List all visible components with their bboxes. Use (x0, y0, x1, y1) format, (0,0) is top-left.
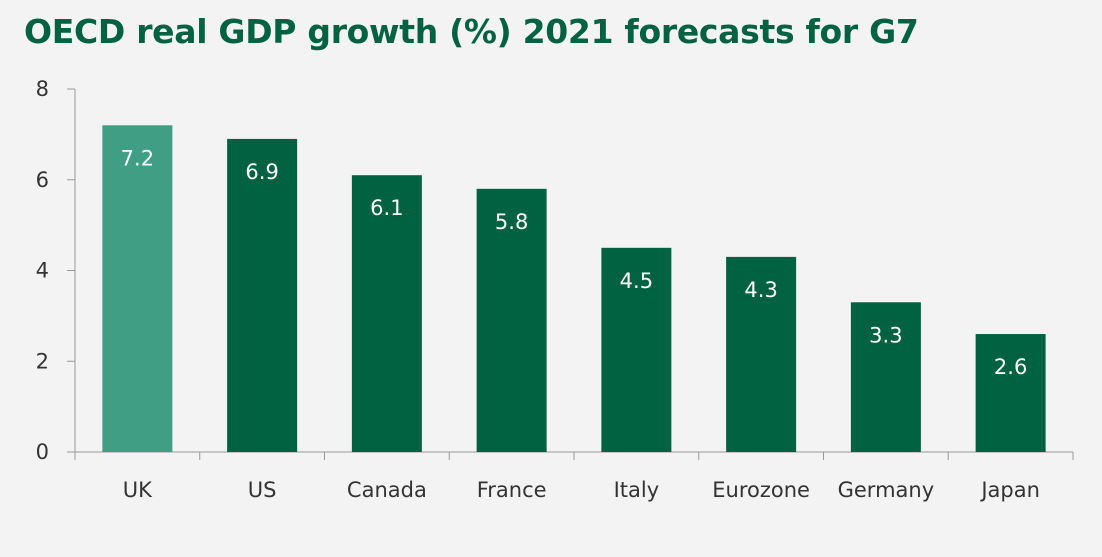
x-tick-label: Eurozone (712, 478, 810, 502)
y-tick-label: 8 (36, 77, 49, 101)
chart-title: OECD real GDP growth (%) 2021 forecasts … (24, 12, 919, 51)
data-label: 4.3 (744, 278, 777, 302)
bar-us (227, 138, 298, 452)
data-label: 7.2 (121, 146, 154, 170)
bar-germany (850, 302, 921, 452)
x-tick-label: France (477, 478, 547, 502)
data-label: 6.1 (370, 196, 403, 220)
bar-canada (351, 175, 422, 452)
bar-japan (975, 334, 1046, 452)
y-tick-label: 4 (36, 259, 49, 283)
x-tick-label: UK (123, 478, 153, 502)
data-label: 5.8 (495, 210, 528, 234)
data-label: 2.6 (994, 355, 1027, 379)
data-label: 6.9 (245, 160, 278, 184)
x-tick-label: Germany (838, 478, 935, 502)
data-label: 3.3 (869, 323, 902, 347)
x-tick-label: US (248, 478, 277, 502)
bar-italy (601, 247, 672, 452)
data-label: 4.5 (620, 269, 653, 293)
y-tick-label: 0 (36, 440, 49, 464)
x-tick-label: Canada (347, 478, 427, 502)
y-tick-label: 2 (36, 349, 49, 373)
x-tick-label: Japan (979, 478, 1040, 502)
bar-uk (102, 125, 173, 453)
bar-france (476, 188, 547, 452)
bar-eurozone (726, 256, 797, 452)
x-tick-label: Italy (614, 478, 660, 502)
y-tick-label: 6 (36, 168, 49, 192)
